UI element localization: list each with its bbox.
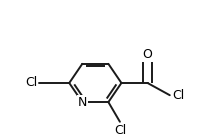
Text: Cl: Cl <box>172 89 184 102</box>
Text: O: O <box>143 48 152 61</box>
Text: N: N <box>78 96 87 109</box>
Text: Cl: Cl <box>114 124 126 137</box>
Text: Cl: Cl <box>25 76 37 89</box>
